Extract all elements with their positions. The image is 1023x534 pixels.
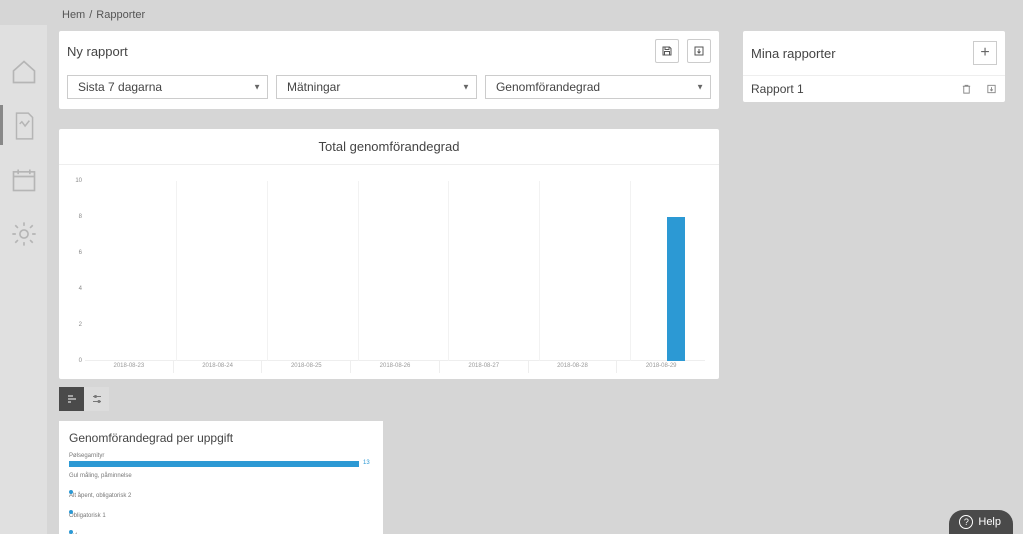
xtick-label: 2018-08-29 bbox=[616, 361, 705, 373]
ytick-label: 6 bbox=[79, 250, 82, 256]
breadcrumb-home[interactable]: Hem bbox=[62, 9, 85, 21]
ytick-label: 2 bbox=[79, 322, 82, 328]
help-icon: ? bbox=[959, 515, 973, 529]
task-chart-title: Genomförandegrad per uppgift bbox=[69, 431, 373, 445]
chart-xaxis: 2018-08-232018-08-242018-08-252018-08-26… bbox=[85, 361, 705, 373]
chevron-down-icon: ▼ bbox=[253, 83, 261, 92]
period-select[interactable]: Sista 7 dagarna ▼ bbox=[67, 75, 268, 99]
my-reports-panel: Mina rapporter + Rapport 1 bbox=[743, 31, 1005, 102]
breadcrumb-sep: / bbox=[89, 9, 92, 21]
view-toggle bbox=[59, 387, 719, 411]
bars-icon bbox=[66, 393, 78, 405]
task-row-bar bbox=[69, 481, 373, 489]
ytick-label: 10 bbox=[75, 178, 82, 184]
save-icon bbox=[661, 45, 673, 57]
plus-icon: + bbox=[980, 44, 989, 62]
nav-calendar[interactable] bbox=[9, 165, 39, 195]
main-chart-panel: Total genomförandegrad 0246810 2018-08-2… bbox=[59, 129, 719, 379]
new-report-title: Ny rapport bbox=[67, 44, 128, 59]
xtick-label: 2018-08-23 bbox=[85, 361, 173, 373]
task-chart-panel: Genomförandegrad per uppgift Pølsegarnit… bbox=[59, 421, 383, 534]
report-row-label: Rapport 1 bbox=[751, 82, 804, 96]
xtick-label: 2018-08-27 bbox=[439, 361, 528, 373]
metric-select[interactable]: Genomförandegrad ▼ bbox=[485, 75, 711, 99]
measure-select[interactable]: Mätningar ▼ bbox=[276, 75, 477, 99]
nav-home[interactable] bbox=[9, 57, 39, 87]
my-reports-title: Mina rapporter bbox=[751, 46, 836, 61]
xtick-label: 2018-08-25 bbox=[261, 361, 350, 373]
save-button[interactable] bbox=[655, 39, 679, 63]
measure-select-value: Mätningar bbox=[287, 80, 340, 94]
view-bars-tab[interactable] bbox=[59, 387, 84, 411]
period-select-value: Sista 7 dagarna bbox=[78, 80, 162, 94]
xtick-label: 2018-08-24 bbox=[173, 361, 262, 373]
report-icon bbox=[11, 111, 37, 141]
nav-reports[interactable] bbox=[9, 111, 39, 141]
trash-icon bbox=[961, 83, 972, 95]
task-row-bar bbox=[69, 521, 373, 529]
help-label: Help bbox=[978, 516, 1001, 528]
report-row[interactable]: Rapport 1 bbox=[743, 75, 1005, 102]
ytick-label: 8 bbox=[79, 214, 82, 220]
task-row-bar: 13 bbox=[69, 461, 373, 469]
export-report-button[interactable] bbox=[986, 83, 997, 95]
breadcrumb-current: Rapporter bbox=[96, 9, 145, 21]
new-report-panel: Ny rapport Sista 7 dagarna ▼ bbox=[59, 31, 719, 109]
export-button[interactable] bbox=[687, 39, 711, 63]
export-icon bbox=[986, 83, 997, 95]
task-row-label: Obligatorisk 1 bbox=[69, 513, 373, 519]
view-settings-tab[interactable] bbox=[84, 387, 109, 411]
task-row-bar bbox=[69, 501, 373, 509]
ytick-label: 0 bbox=[79, 358, 82, 364]
xtick-label: 2018-08-26 bbox=[350, 361, 439, 373]
delete-report-button[interactable] bbox=[961, 83, 972, 95]
task-row-label: Gul måling, påminnelse bbox=[69, 473, 373, 479]
export-icon bbox=[693, 45, 705, 57]
chart-title: Total genomförandegrad bbox=[59, 129, 719, 165]
chart-plot: 0246810 bbox=[85, 181, 705, 361]
task-row-value: 13 bbox=[363, 460, 370, 466]
breadcrumb: Hem / Rapporter bbox=[0, 5, 1023, 25]
add-report-button[interactable]: + bbox=[973, 41, 997, 65]
task-row-label: Alt åpent, obligatorisk 2 bbox=[69, 493, 373, 499]
sliders-icon bbox=[91, 393, 103, 405]
help-button[interactable]: ? Help bbox=[949, 510, 1013, 534]
chevron-down-icon: ▼ bbox=[462, 83, 470, 92]
metric-select-value: Genomförandegrad bbox=[496, 80, 600, 94]
ytick-label: 4 bbox=[79, 286, 82, 292]
chart-bar bbox=[667, 217, 685, 361]
task-row-label: Pølsegarnityr bbox=[69, 453, 373, 459]
sidebar bbox=[0, 25, 47, 534]
home-icon bbox=[10, 58, 38, 86]
xtick-label: 2018-08-28 bbox=[528, 361, 617, 373]
chevron-down-icon: ▼ bbox=[696, 83, 704, 92]
calendar-icon bbox=[10, 166, 38, 194]
gear-icon bbox=[10, 220, 38, 248]
nav-settings[interactable] bbox=[9, 219, 39, 249]
